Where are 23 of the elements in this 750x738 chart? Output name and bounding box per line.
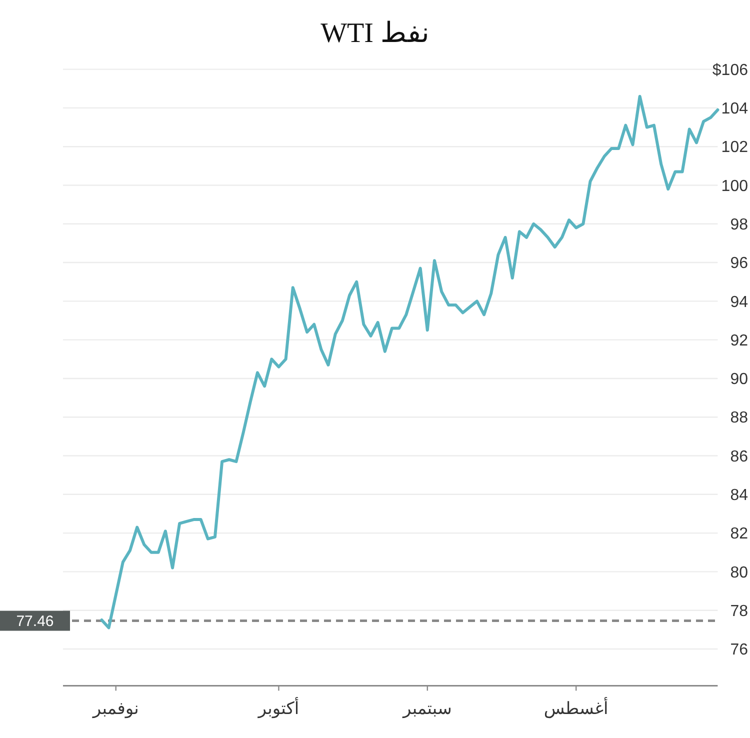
line-series [100, 94, 720, 630]
y-tick-label: 86 [730, 448, 748, 466]
x-tick-label: نوفمبر [92, 699, 139, 719]
y-tick-label: 84 [730, 487, 748, 504]
y-tick-label: 78 [730, 602, 748, 620]
y-tick-label: 88 [730, 410, 748, 427]
y-tick-label: 100 [721, 178, 748, 195]
ref-line-label: 77.46 [16, 613, 54, 630]
y-tick-label: 102 [721, 139, 748, 156]
x-tick-label: أكتوبر [257, 697, 300, 719]
chart-title: نفط WTI [320, 18, 430, 49]
y-tick-label: 96 [730, 255, 748, 272]
y-tick-label: 92 [730, 332, 748, 350]
x-tick-label: سبتمبر [402, 699, 452, 719]
x-tick-label: أغسطس [544, 697, 608, 719]
y-tick-label: 80 [730, 564, 748, 582]
y-tick-label: 94 [730, 294, 748, 311]
y-tick-label: 82 [730, 526, 748, 543]
y-tick-label: 104 [721, 100, 748, 118]
y-tick-label: 98 [730, 216, 748, 234]
y-tick-label: 76 [730, 642, 748, 659]
y-tick-label: $106 [712, 62, 748, 79]
y-tick-label: 90 [730, 371, 748, 388]
